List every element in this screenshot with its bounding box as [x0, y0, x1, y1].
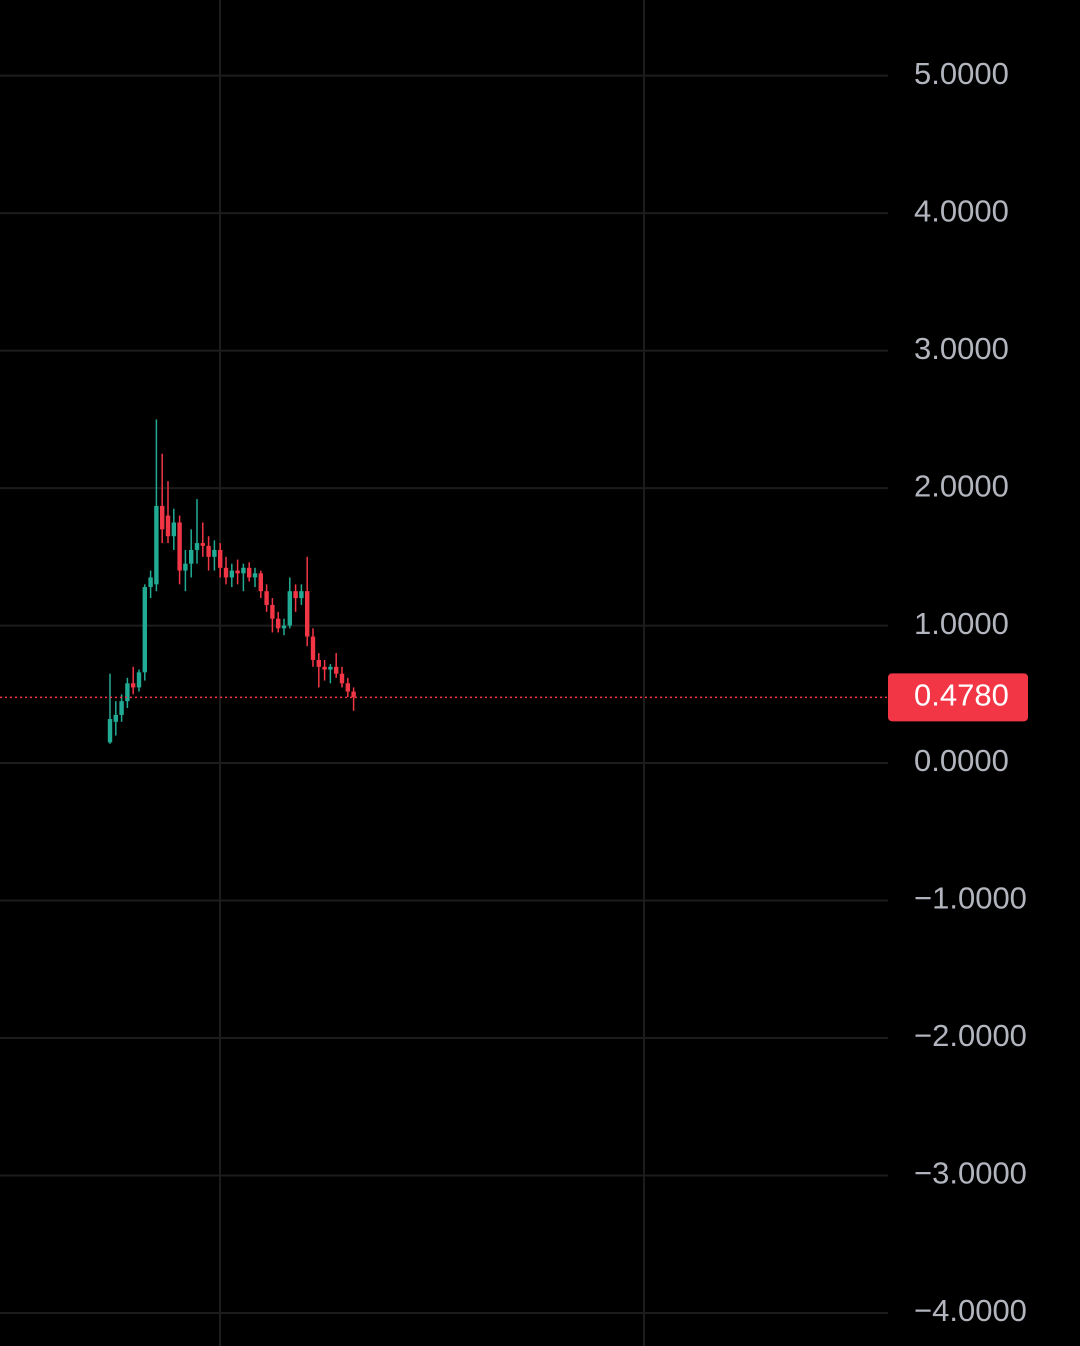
candle-body — [200, 543, 205, 546]
candle-body — [305, 591, 310, 637]
candle-body — [316, 659, 321, 667]
y-tick-label: 1.0000 — [914, 606, 1009, 641]
candle-body — [154, 505, 159, 585]
y-tick-label: −1.0000 — [914, 881, 1027, 916]
candle-body — [223, 567, 229, 578]
candle-body — [328, 666, 333, 670]
candle-body — [264, 591, 269, 605]
candle-body — [270, 604, 275, 619]
candle-body — [177, 522, 182, 571]
candle-body — [281, 625, 287, 629]
last-price-label: 0.4780 — [914, 678, 1009, 713]
candle-body — [160, 505, 165, 530]
candle-body — [119, 701, 124, 715]
candle-body — [136, 672, 142, 688]
candle-body — [171, 522, 176, 537]
candle-body — [258, 573, 263, 592]
candle-body — [229, 570, 234, 578]
candle-body — [165, 515, 171, 537]
candle-body — [345, 683, 350, 692]
candle-body — [293, 591, 298, 599]
candle-body — [189, 549, 194, 564]
candle-body — [334, 666, 339, 674]
candle-body — [299, 591, 304, 599]
y-tick-label: −2.0000 — [914, 1018, 1027, 1053]
candle-body — [276, 618, 281, 629]
y-tick-label: 0.0000 — [914, 743, 1009, 778]
candle-body — [131, 683, 136, 688]
candle-body — [107, 719, 113, 743]
candle-body — [322, 666, 327, 670]
candle-body — [125, 683, 130, 702]
candle-body — [339, 673, 345, 684]
candle-body — [218, 549, 223, 568]
y-tick-label: 3.0000 — [914, 331, 1009, 366]
candle-body — [247, 567, 252, 578]
candle-body — [235, 570, 240, 574]
candle-body — [148, 577, 153, 588]
candle-body — [206, 545, 211, 557]
candle-body — [142, 587, 147, 673]
candle-body — [194, 543, 200, 550]
candle-body — [351, 691, 356, 698]
candle-body — [183, 563, 188, 571]
candle-body — [113, 714, 118, 722]
y-tick-label: −3.0000 — [914, 1156, 1027, 1191]
candle-body — [287, 591, 292, 626]
candle-body — [212, 549, 217, 557]
y-tick-label: −4.0000 — [914, 1293, 1027, 1328]
y-tick-label: 2.0000 — [914, 468, 1009, 503]
y-tick-label: 4.0000 — [914, 193, 1009, 228]
y-tick-label: 5.0000 — [914, 56, 1009, 91]
last-price-badge — [888, 673, 1028, 722]
candle-body — [310, 636, 316, 660]
candle-body — [241, 567, 246, 574]
candle-body — [252, 573, 258, 578]
